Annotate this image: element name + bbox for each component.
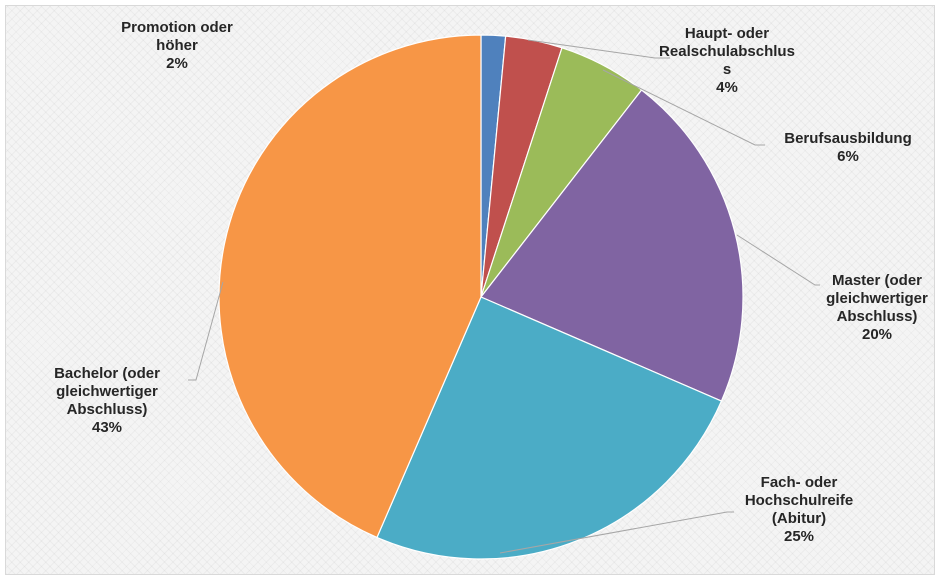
leader-line-1 [527,39,670,59]
data-label-percent: 25% [784,528,814,545]
data-label-text: gleichwertiger [56,383,158,400]
leader-line-2 [602,69,765,146]
data-label-text: höher [156,37,198,54]
data-label-text: Berufsausbildung [784,130,912,147]
data-label-percent: 6% [837,148,859,165]
pie-slice-3 [480,89,744,402]
data-label-text: s [723,61,731,78]
data-label-text: Bachelor (oder [54,365,160,382]
data-label-text: Realschulabschlus [659,43,795,60]
data-label-text: (Abitur) [772,510,826,527]
data-label-text: Abschluss) [837,308,918,325]
leader-line-5 [188,281,224,381]
data-label-text: Hochschulreife [745,492,853,509]
data-label-percent: 4% [716,79,738,96]
data-label-percent: 2% [166,55,188,72]
data-label-text: Master (oder [832,272,922,289]
data-label-text: gleichwertiger [826,290,928,307]
leader-line-4 [499,511,734,554]
pie-slice-4 [376,296,723,560]
pie-slice-5 [218,34,482,539]
data-label-percent: 20% [862,326,892,343]
data-label-percent: 43% [92,419,122,436]
data-label-text: Fach- oder [761,474,838,491]
data-label-text: Promotion oder [121,19,233,36]
leader-line-3 [736,234,820,286]
data-label-5: Bachelor (odergleichwertigerAbschluss)43… [54,365,160,436]
data-label-text: Haupt- oder [685,25,769,42]
data-label-text: Abschluss) [67,401,148,418]
